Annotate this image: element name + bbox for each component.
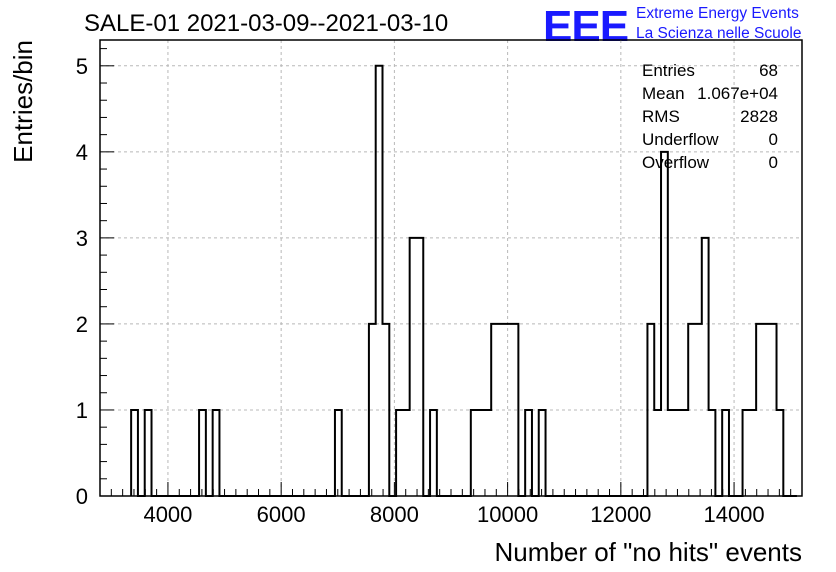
- histogram-bin: [199, 410, 206, 496]
- stats-underflow-label: Underflow: [642, 130, 719, 149]
- stats-box: Entries 68 Mean 1.067e+04 RMS 2828 Under…: [642, 61, 778, 172]
- stats-overflow-value: 0: [769, 153, 778, 172]
- histogram-bin: [743, 410, 750, 496]
- stats-entries-label: Entries: [642, 61, 695, 80]
- x-axis-label: Number of "no hits" events: [495, 537, 803, 567]
- logo-line-1: Extreme Energy Events: [636, 5, 799, 22]
- histogram-bin: [403, 410, 410, 496]
- y-tick-label: 3: [76, 226, 88, 251]
- x-tick-label: 14000: [703, 502, 764, 527]
- chart-title: SALE-01 2021-03-09--2021-03-10: [84, 10, 449, 37]
- histogram-bin: [525, 410, 532, 496]
- histogram-bin: [430, 410, 437, 496]
- histogram-bin: [471, 410, 478, 496]
- histogram-bin: [484, 410, 491, 496]
- x-tick-label: 12000: [590, 502, 651, 527]
- stats-rms-value: 2828: [740, 107, 778, 126]
- x-axis-ticks: 4000 6000 8000 10000 12000 14000: [110, 482, 792, 527]
- histogram-bin: [213, 410, 220, 496]
- stats-entries-value: 68: [759, 61, 778, 80]
- histogram-bin: [722, 410, 729, 496]
- y-axis-ticks: 0 1 2 3 4 5: [76, 48, 114, 509]
- x-tick-label: 6000: [257, 502, 306, 527]
- stats-underflow-value: 0: [769, 130, 778, 149]
- logo-text: Extreme Energy Events La Scienza nelle S…: [636, 4, 801, 44]
- histogram-bin: [709, 410, 716, 496]
- y-tick-label: 0: [76, 484, 88, 509]
- y-tick-label: 4: [76, 140, 88, 165]
- histogram-bin: [145, 410, 152, 496]
- histogram-bin: [131, 410, 138, 496]
- y-axis-label: Entries/bin: [8, 40, 38, 163]
- histogram-bin: [749, 410, 756, 496]
- histogram-bin: [410, 238, 417, 496]
- x-tick-label: 4000: [143, 502, 192, 527]
- histogram-bin: [668, 410, 675, 496]
- histogram-bin: [681, 410, 688, 496]
- histogram-bin: [416, 238, 423, 496]
- histogram-bin: [376, 66, 383, 496]
- histogram-bin: [675, 410, 682, 496]
- y-tick-label: 1: [76, 398, 88, 423]
- eee-logo: EEE: [543, 2, 629, 51]
- stats-mean-value: 1.067e+04: [697, 84, 778, 103]
- y-tick-label: 2: [76, 312, 88, 337]
- stats-mean-label: Mean: [642, 84, 685, 103]
- stats-rms-label: RMS: [642, 107, 680, 126]
- x-tick-label: 10000: [477, 502, 538, 527]
- histogram-bin: [777, 410, 784, 496]
- histogram-bin: [539, 410, 546, 496]
- histogram-bin: [654, 410, 661, 496]
- histogram-bin: [702, 238, 709, 496]
- histogram-bin: [396, 410, 403, 496]
- x-tick-label: 8000: [370, 502, 419, 527]
- logo-line-2: La Scienza nelle Scuole: [636, 25, 802, 42]
- histogram-bin: [335, 410, 342, 496]
- histogram-bin: [478, 410, 485, 496]
- stats-overflow-label: Overflow: [642, 153, 710, 172]
- y-tick-label: 5: [76, 54, 88, 79]
